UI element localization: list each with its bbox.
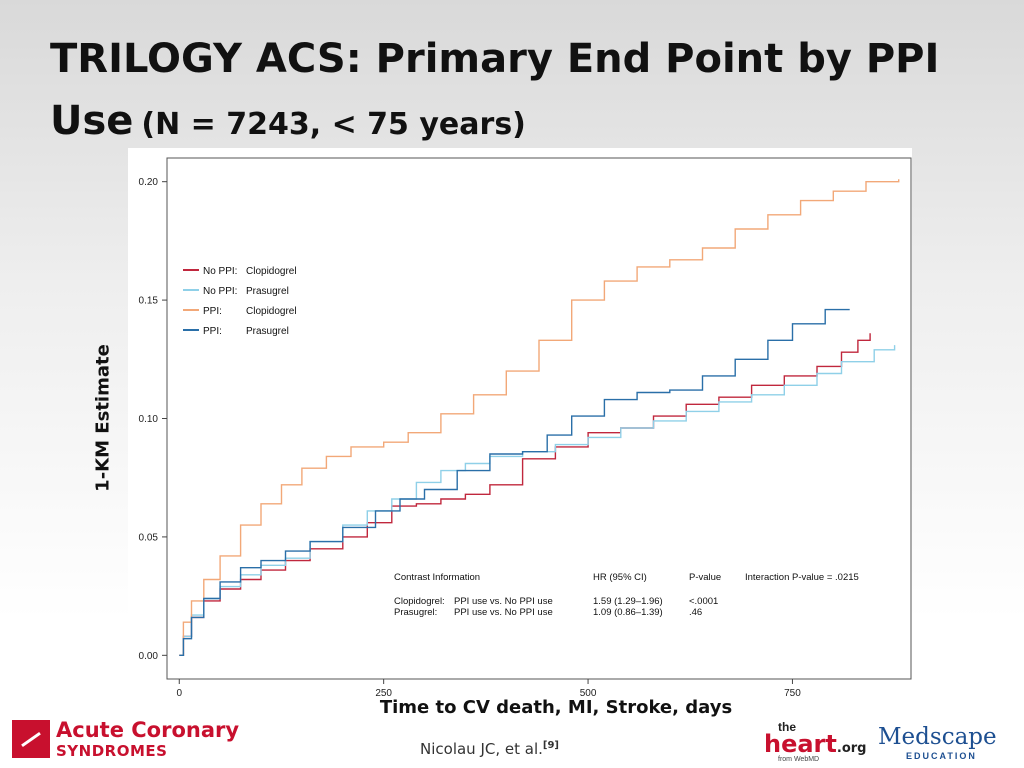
contrast-row-label: Clopidogrel: — [394, 596, 445, 607]
x-tick-label: 750 — [784, 688, 801, 699]
acs-logo-line2: SYNDROMES — [56, 742, 168, 760]
x-tick-label: 250 — [375, 688, 392, 699]
legend-label-group: No PPI: — [203, 286, 237, 297]
theheart-logo-heart: heart — [764, 730, 837, 758]
chart-x-axis-label: Time to CV death, MI, Stroke, days — [379, 697, 733, 718]
slide-title: TRILOGY ACS: Primary End Point by PPI Us… — [50, 28, 990, 156]
legend-label-drug: Clopidogrel — [246, 306, 297, 317]
acs-logo-line1: Acute Coronary — [56, 718, 240, 742]
y-tick-label: 0.00 — [139, 651, 159, 662]
slide-title-line1: TRILOGY ACS: Primary End Point by PPI — [50, 36, 940, 82]
legend-label-drug: Prasugrel — [246, 326, 289, 337]
medscape-logo-main: Medscape — [878, 724, 997, 750]
p-header: P-value — [689, 572, 721, 583]
theheart-logo-from: from WebMD — [778, 756, 820, 763]
citation-reference: [9] — [542, 740, 559, 751]
contrast-row-contrast: PPI use vs. No PPI use — [454, 596, 553, 607]
medscape-education-logo: Medscape EDUCATION — [878, 724, 998, 764]
series-line — [179, 308, 850, 656]
contrast-row-p: <.0001 — [689, 596, 718, 607]
series-line — [179, 345, 896, 656]
contrast-row-p: .46 — [689, 607, 702, 618]
acute-coronary-syndromes-logo: Acute Coronary SYNDROMES — [12, 718, 242, 762]
x-tick-label: 0 — [176, 688, 182, 699]
legend-label-group: PPI: — [203, 326, 222, 337]
hr-header: HR (95% CI) — [593, 572, 647, 583]
chart-panel — [128, 148, 912, 704]
interaction-header: Interaction P-value = .0215 — [745, 572, 859, 583]
y-tick-label: 0.05 — [139, 532, 159, 543]
slide-title-subtitle: (N = 7243, < 75 years) — [141, 107, 526, 142]
chart-legend: No PPI: Clopidogrel No PPI: Prasugrel PPI: Cl… — [179, 263, 309, 345]
contrast-table: Contrast Information HR (95% CI) P-value In… — [394, 572, 859, 618]
km-chart: 0.00 0.05 0.10 0.15 0.20 0 250 500 750 No PPI: Cl… — [128, 148, 912, 704]
contrast-row-hr: 1.09 (0.86–1.39) — [593, 607, 663, 618]
x-tick-label: 500 — [580, 688, 597, 699]
y-tick-label: 0.20 — [139, 177, 159, 188]
contrast-row-contrast: PPI use vs. No PPI use — [454, 607, 553, 618]
legend-label-drug: Clopidogrel — [246, 266, 297, 277]
contrast-row-hr: 1.59 (1.29–1.96) — [593, 596, 663, 607]
contrast-header: Contrast Information — [394, 572, 480, 583]
citation: Nicolau JC, et al.[9] — [420, 740, 559, 758]
acs-logo-icon — [12, 720, 50, 758]
theheart-logo-the: the — [778, 720, 796, 734]
legend-label-drug: Prasugrel — [246, 286, 289, 297]
theheart-logo-main: heart.org — [764, 730, 866, 758]
chart-y-axis-label: 1-KM Estimate — [92, 344, 114, 492]
theheart-logo-org: .org — [836, 741, 867, 756]
citation-text: Nicolau JC, et al. — [420, 740, 543, 758]
series-line — [179, 179, 900, 656]
contrast-row-label: Prasugrel: — [394, 607, 437, 618]
y-tick-label: 0.15 — [139, 296, 159, 307]
medscape-logo-sub: EDUCATION — [906, 751, 977, 761]
legend-label-group: PPI: — [203, 306, 222, 317]
y-tick-label: 0.10 — [139, 414, 159, 425]
legend-label-group: No PPI: — [203, 266, 237, 277]
slide-title-line2: Use — [50, 98, 134, 144]
theheart-logo: the heart.org from WebMD — [764, 720, 866, 764]
